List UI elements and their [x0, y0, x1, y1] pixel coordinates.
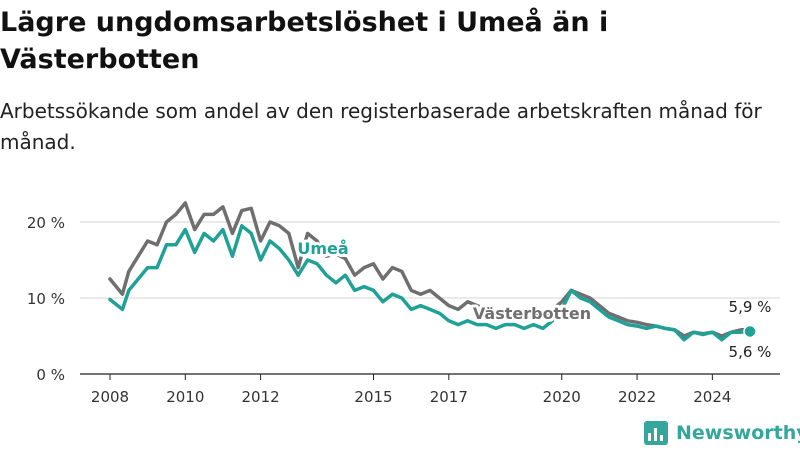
- x-tick-label: 2022: [618, 388, 656, 406]
- x-tick-label: 2017: [430, 388, 468, 406]
- series-line-vasterbotten[interactable]: [108, 201, 752, 338]
- y-tick-label: 20 %: [27, 214, 65, 232]
- series-line-umea[interactable]: [108, 224, 752, 342]
- x-tick-label: 2012: [241, 388, 279, 406]
- series-label-umea: Umeå: [297, 239, 348, 258]
- x-tick-label: 2015: [354, 388, 392, 406]
- x-tick-label: 2024: [693, 388, 731, 406]
- y-tick-label: 0 %: [36, 366, 65, 384]
- y-tick-label: 10 %: [27, 290, 65, 308]
- newsworthy-logo-icon: [644, 421, 668, 445]
- series-label-umea-halo: Umeå: [297, 239, 348, 258]
- chart-subtitle: Arbetssökande som andel av den registerb…: [0, 99, 762, 154]
- brand-name: Newsworthy: [676, 422, 800, 444]
- chart-title: Lägre ungdomsarbetslöshet i Umeå än i Vä…: [0, 7, 609, 75]
- end-label-vasterbotten: 5,9 %: [729, 298, 772, 316]
- series-label-vasterbotten-halo: Västerbotten: [473, 304, 591, 323]
- end-label-umea: 5,6 %: [729, 343, 772, 361]
- end-point-umea[interactable]: [743, 324, 757, 339]
- brand-logo[interactable]: Newsworthy: [644, 418, 800, 448]
- x-tick-label: 2020: [543, 388, 581, 406]
- series-label-vasterbotten: Västerbotten: [473, 304, 591, 323]
- x-tick-label: 2010: [166, 388, 204, 406]
- x-tick-label: 2008: [91, 388, 129, 406]
